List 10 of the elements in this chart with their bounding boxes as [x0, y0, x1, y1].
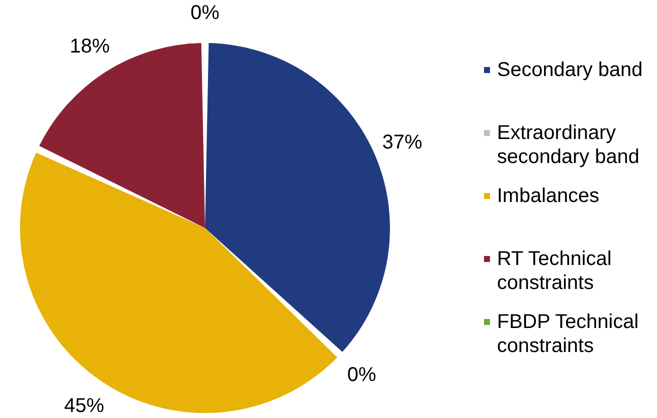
data-label: 37%	[382, 132, 423, 154]
text: 0%	[190, 2, 220, 24]
legend-label: Imbalances	[497, 185, 600, 207]
text: 0%	[347, 364, 376, 386]
legend-label: FBDP Technical constraints	[497, 311, 639, 357]
legend-label: RT Technical constraints	[497, 248, 612, 294]
data-label: 18%	[70, 35, 110, 58]
legend-label: Secondary band	[497, 59, 643, 81]
data-label: 45%	[64, 394, 104, 417]
legend-label: Extraordinary secondary band	[497, 122, 640, 168]
